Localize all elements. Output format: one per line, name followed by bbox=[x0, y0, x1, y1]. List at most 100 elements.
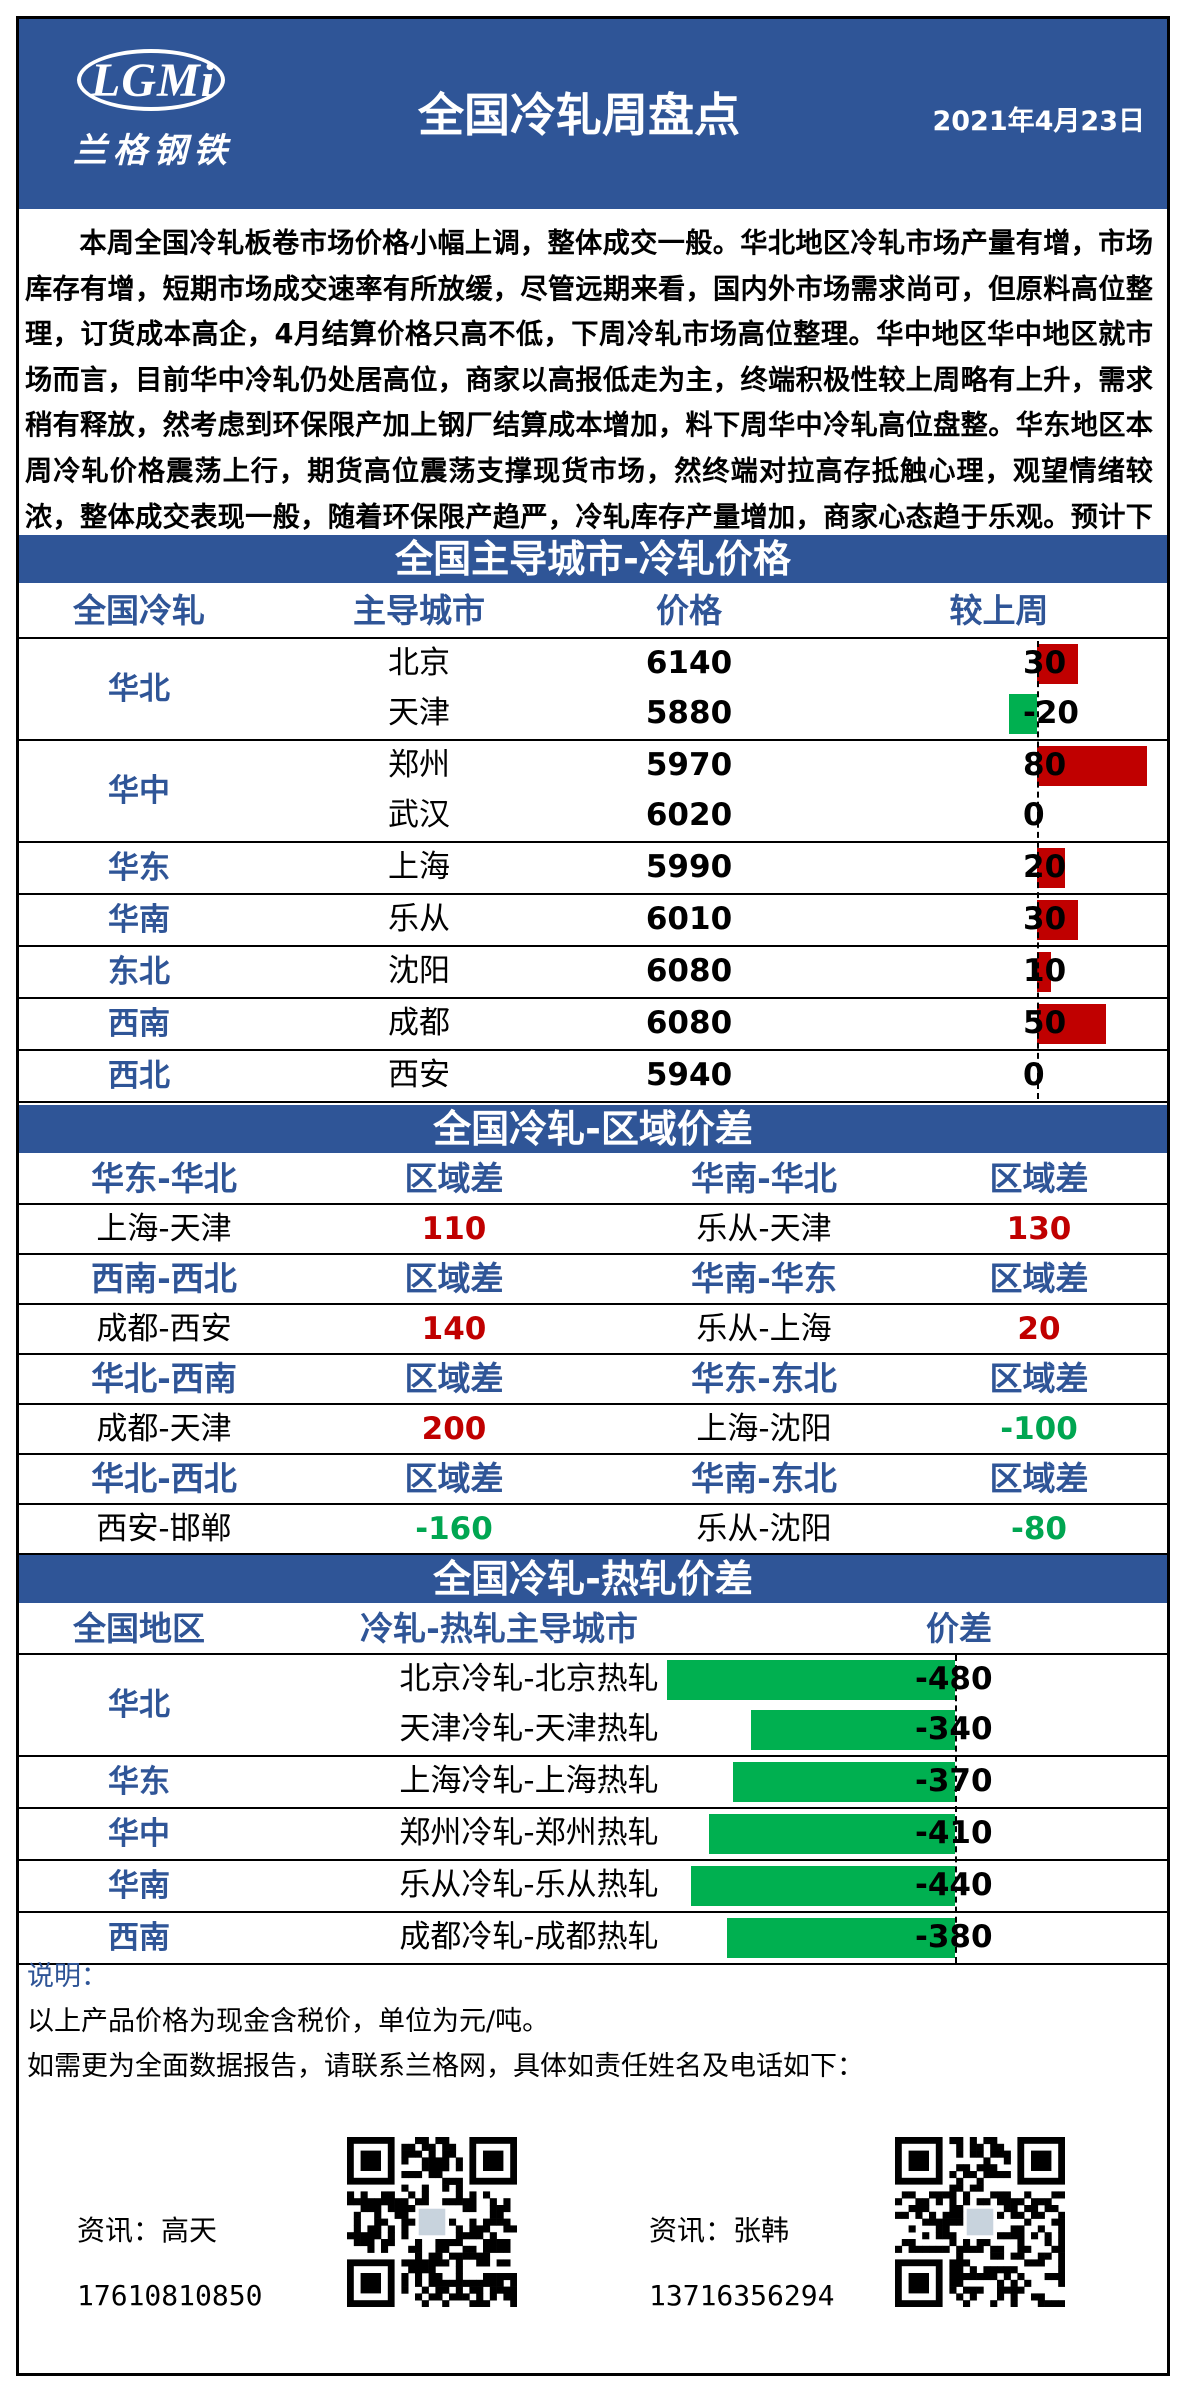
spread-left-pair: 成都-西安 bbox=[96, 1311, 232, 1347]
spread-value: -380 bbox=[915, 1919, 993, 1955]
price-change-bar bbox=[1037, 644, 1079, 684]
price-column-header: 主导城市 bbox=[353, 591, 485, 630]
logo-text: LGMi bbox=[91, 54, 215, 107]
contact-1-phone: 17610810850 bbox=[77, 2279, 263, 2312]
spread-left-pair: 成都-天津 bbox=[96, 1411, 232, 1447]
price-region-label: 华北 bbox=[108, 671, 170, 707]
spread-right-label: 区域差 bbox=[989, 1159, 1089, 1198]
spread-left-title: 华东-华北 bbox=[91, 1159, 237, 1198]
price-section-title: 全国主导城市-冷轧价格 bbox=[19, 535, 1167, 583]
notes-line-2: 如需更为全面数据报告，请联系兰格网，具体如责任姓名及电话如下： bbox=[27, 2051, 864, 2082]
notes-label: 说明： bbox=[27, 1961, 108, 1992]
spread-right-value: -80 bbox=[1010, 1511, 1067, 1547]
price-change-value: 10 bbox=[1023, 953, 1067, 989]
spread-value: -340 bbox=[915, 1711, 993, 1747]
divider bbox=[19, 637, 1167, 639]
price-value: 5940 bbox=[645, 1057, 733, 1093]
price-region-label: 华中 bbox=[108, 773, 170, 809]
price-city: 北京 bbox=[388, 645, 450, 681]
hot-section-title: 全国冷轧-热轧价差 bbox=[19, 1555, 1167, 1603]
price-city: 郑州 bbox=[388, 747, 450, 783]
hot-column-header: 冷轧-热轧主导城市 bbox=[360, 1609, 638, 1648]
spread-left-value: 200 bbox=[421, 1411, 487, 1447]
report-date: 2021年4月23日 bbox=[932, 106, 1145, 137]
hot-column-header: 全国地区 bbox=[73, 1609, 205, 1648]
spread-bar bbox=[691, 1866, 955, 1906]
price-city: 沈阳 bbox=[388, 953, 450, 989]
divider bbox=[19, 1303, 1167, 1305]
contact-2-phone: 13716356294 bbox=[649, 2279, 835, 2312]
hot-city-pair: 天津冷轧-天津热轧 bbox=[399, 1711, 659, 1747]
spread-left-title: 华北-西北 bbox=[91, 1459, 237, 1498]
spread-right-title: 华东-东北 bbox=[691, 1359, 837, 1398]
zero-line bbox=[1037, 641, 1039, 1099]
price-value: 5970 bbox=[645, 747, 733, 783]
divider bbox=[19, 893, 1167, 895]
contact-2-name: 资讯：张韩 bbox=[649, 2214, 790, 2247]
spread-right-title: 华南-华北 bbox=[691, 1159, 837, 1198]
spread-right-value: 20 bbox=[1017, 1311, 1061, 1347]
price-value: 6080 bbox=[645, 1005, 733, 1041]
price-city: 乐从 bbox=[388, 901, 450, 937]
spread-left-title: 华北-西南 bbox=[91, 1359, 237, 1398]
divider bbox=[19, 841, 1167, 843]
divider bbox=[19, 1203, 1167, 1205]
hot-region-label: 华中 bbox=[108, 1816, 170, 1852]
hot-city-pair: 上海冷轧-上海热轧 bbox=[399, 1763, 659, 1799]
report-title: 全国冷轧周盘点 bbox=[418, 88, 740, 142]
price-change-bar bbox=[1037, 746, 1148, 786]
spread-left-pair: 西安-邯郸 bbox=[96, 1511, 232, 1547]
price-change-value: 50 bbox=[1023, 1005, 1067, 1041]
price-change-value: 0 bbox=[1023, 797, 1045, 833]
divider bbox=[19, 1911, 1167, 1913]
divider bbox=[19, 1503, 1167, 1505]
spread-right-pair: 乐从-天津 bbox=[696, 1211, 832, 1247]
spread-left-label: 区域差 bbox=[404, 1359, 504, 1398]
spread-right-pair: 乐从-沈阳 bbox=[696, 1511, 832, 1547]
report-header: LGMi 兰格钢铁 全国冷轧周盘点 2021年4月23日 bbox=[19, 19, 1167, 209]
hot-city-pair: 成都冷轧-成都热轧 bbox=[399, 1919, 659, 1955]
price-column-header: 全国冷轧 bbox=[73, 591, 205, 630]
price-value: 6140 bbox=[645, 645, 733, 681]
spread-value: -440 bbox=[915, 1867, 993, 1903]
spread-bar bbox=[733, 1762, 955, 1802]
divider bbox=[19, 1553, 1167, 1555]
divider bbox=[19, 1353, 1167, 1355]
divider bbox=[19, 1253, 1167, 1255]
spread-left-value: 110 bbox=[421, 1211, 487, 1247]
divider bbox=[19, 1403, 1167, 1405]
divider bbox=[19, 997, 1167, 999]
hot-region-label: 华南 bbox=[108, 1868, 170, 1904]
zero-line bbox=[955, 1655, 957, 1963]
spread-right-pair: 乐从-上海 bbox=[696, 1311, 832, 1347]
divider bbox=[19, 1963, 1167, 1965]
price-change-bar bbox=[1009, 694, 1037, 734]
qr-code-2-icon bbox=[895, 2137, 1065, 2307]
price-region-label: 西南 bbox=[108, 1006, 170, 1042]
hot-city-pair: 郑州冷轧-郑州热轧 bbox=[399, 1815, 659, 1851]
divider bbox=[19, 1755, 1167, 1757]
divider bbox=[19, 1859, 1167, 1861]
price-column-header: 价格 bbox=[656, 591, 722, 630]
price-region-label: 东北 bbox=[108, 954, 170, 990]
price-value: 6080 bbox=[645, 953, 733, 989]
divider bbox=[19, 1807, 1167, 1809]
price-region-label: 华南 bbox=[108, 902, 170, 938]
price-city: 成都 bbox=[388, 1005, 450, 1041]
divider bbox=[19, 1453, 1167, 1455]
price-city: 上海 bbox=[388, 849, 450, 885]
spread-bar bbox=[709, 1814, 955, 1854]
price-column-header: 较上周 bbox=[949, 591, 1049, 630]
spread-left-label: 区域差 bbox=[404, 1259, 504, 1298]
price-region-label: 华东 bbox=[108, 850, 170, 886]
market-summary: 本周全国冷轧板卷市场价格小幅上调，整体成交一般。华北地区冷轧市场产量有增，市场库… bbox=[25, 228, 1153, 578]
price-change-value: 30 bbox=[1023, 901, 1067, 937]
price-value: 6020 bbox=[645, 797, 733, 833]
spread-right-title: 华南-华东 bbox=[691, 1259, 837, 1298]
hot-region-label: 华东 bbox=[108, 1764, 170, 1800]
price-value: 5880 bbox=[645, 695, 733, 731]
price-change-bar bbox=[1037, 900, 1079, 940]
spread-value: -370 bbox=[915, 1763, 993, 1799]
spread-right-label: 区域差 bbox=[989, 1359, 1089, 1398]
spread-left-title: 西南-西北 bbox=[91, 1259, 237, 1298]
